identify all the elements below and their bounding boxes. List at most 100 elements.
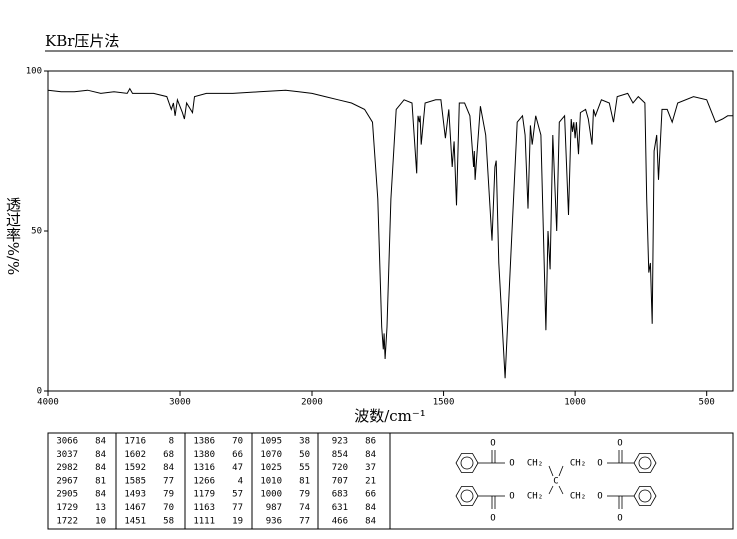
peak-wavenumber: 683 [332, 490, 348, 500]
peak-wavenumber: 631 [332, 503, 348, 513]
peak-wavenumber: 2982 [56, 463, 78, 473]
peak-intensity: 38 [299, 437, 310, 447]
peak-wavenumber: 3037 [56, 450, 78, 460]
peak-intensity: 47 [232, 463, 243, 473]
peak-wavenumber: 1266 [193, 476, 215, 486]
atom-label: O [490, 439, 495, 449]
ring-circle [460, 489, 474, 503]
peak-wavenumber: 1451 [124, 516, 146, 526]
peak-wavenumber: 720 [332, 463, 348, 473]
peak-wavenumber: 1000 [260, 490, 282, 500]
atom-label: O [597, 492, 602, 502]
peak-wavenumber: 1729 [56, 503, 78, 513]
peak-intensity: 77 [232, 503, 243, 513]
peak-wavenumber: 707 [332, 476, 348, 486]
peak-intensity: 68 [163, 450, 174, 460]
benzene-ring [633, 486, 657, 506]
peak-intensity: 10 [95, 516, 106, 526]
peak-wavenumber: 1386 [193, 437, 215, 447]
peak-wavenumber: 1716 [124, 437, 146, 447]
peak-intensity: 81 [95, 476, 106, 486]
peak-wavenumber: 1163 [193, 503, 215, 513]
peak-wavenumber: 1025 [260, 463, 282, 473]
x-tick-label: 3000 [169, 398, 191, 408]
peak-intensity: 79 [299, 490, 310, 500]
peak-intensity: 8 [169, 437, 174, 447]
peak-intensity: 81 [299, 476, 310, 486]
atom-label: CH₂ [570, 459, 586, 469]
bond [558, 485, 564, 495]
y-tick-label: 100 [26, 67, 42, 77]
peak-intensity: 79 [163, 490, 174, 500]
peak-intensity: 77 [163, 476, 174, 486]
x-axis-label: 波数/cm⁻¹ [354, 407, 426, 425]
peak-wavenumber: 3066 [56, 437, 78, 447]
bond [548, 485, 554, 495]
bond [548, 465, 554, 477]
peak-intensity: 84 [95, 463, 106, 473]
y-tick-label: 0 [37, 387, 42, 397]
peak-wavenumber: 1592 [124, 463, 146, 473]
x-tick-label: 1000 [564, 398, 586, 408]
atom-label: CH₂ [527, 492, 543, 502]
peak-wavenumber: 1111 [193, 516, 215, 526]
x-tick-label: 1500 [433, 398, 455, 408]
peak-wavenumber: 987 [266, 503, 282, 513]
x-tick-label: 500 [699, 398, 715, 408]
x-tick-label: 2000 [301, 398, 323, 408]
peak-wavenumber: 2905 [56, 490, 78, 500]
peak-intensity: 13 [95, 503, 106, 513]
peak-intensity: 84 [163, 463, 174, 473]
peak-wavenumber: 2967 [56, 476, 78, 486]
atom-label: CH₂ [570, 492, 586, 502]
peak-intensity: 50 [299, 450, 310, 460]
peak-wavenumber: 1493 [124, 490, 146, 500]
y-axis-label: 透过率%/% [4, 197, 22, 276]
peak-wavenumber: 854 [332, 450, 348, 460]
peak-wavenumber: 1010 [260, 476, 282, 486]
peak-wavenumber: 1467 [124, 503, 146, 513]
atom-label: CH₂ [527, 459, 543, 469]
atom-label: O [490, 514, 495, 524]
peak-intensity: 21 [365, 476, 376, 486]
peak-intensity: 84 [365, 503, 376, 513]
atom-label: O [509, 492, 514, 502]
spectrum [47, 87, 733, 379]
peak-wavenumber: 1070 [260, 450, 282, 460]
peak-intensity: 66 [232, 450, 243, 460]
peak-wavenumber: 1585 [124, 476, 146, 486]
peak-wavenumber: 936 [266, 516, 282, 526]
peak-intensity: 86 [365, 437, 376, 447]
peak-wavenumber: 466 [332, 516, 348, 526]
peak-intensity: 37 [365, 463, 376, 473]
peak-intensity: 58 [163, 516, 174, 526]
peak-intensity: 70 [163, 503, 174, 513]
peak-wavenumber: 1316 [193, 463, 215, 473]
peak-intensity: 4 [238, 476, 243, 486]
benzene-ring [633, 453, 657, 473]
peak-wavenumber: 1179 [193, 490, 215, 500]
peak-wavenumber: 1722 [56, 516, 78, 526]
peak-intensity: 74 [299, 503, 310, 513]
benzene-ring [455, 486, 479, 506]
atom-label: C [553, 477, 558, 487]
peak-wavenumber: 1095 [260, 437, 282, 447]
atom-label: O [509, 459, 514, 469]
ring-circle [638, 456, 652, 470]
peak-intensity: 84 [95, 450, 106, 460]
peak-intensity: 84 [365, 450, 376, 460]
peak-intensity: 77 [299, 516, 310, 526]
atom-label: O [617, 439, 622, 449]
peak-intensity: 84 [365, 516, 376, 526]
y-tick-label: 50 [31, 227, 42, 237]
benzene-ring [455, 453, 479, 473]
x-tick-label: 4000 [37, 398, 59, 408]
peak-intensity: 84 [95, 437, 106, 447]
peak-intensity: 57 [232, 490, 243, 500]
ring-circle [460, 456, 474, 470]
atom-label: O [597, 459, 602, 469]
ring-circle [638, 489, 652, 503]
bond [558, 465, 564, 477]
